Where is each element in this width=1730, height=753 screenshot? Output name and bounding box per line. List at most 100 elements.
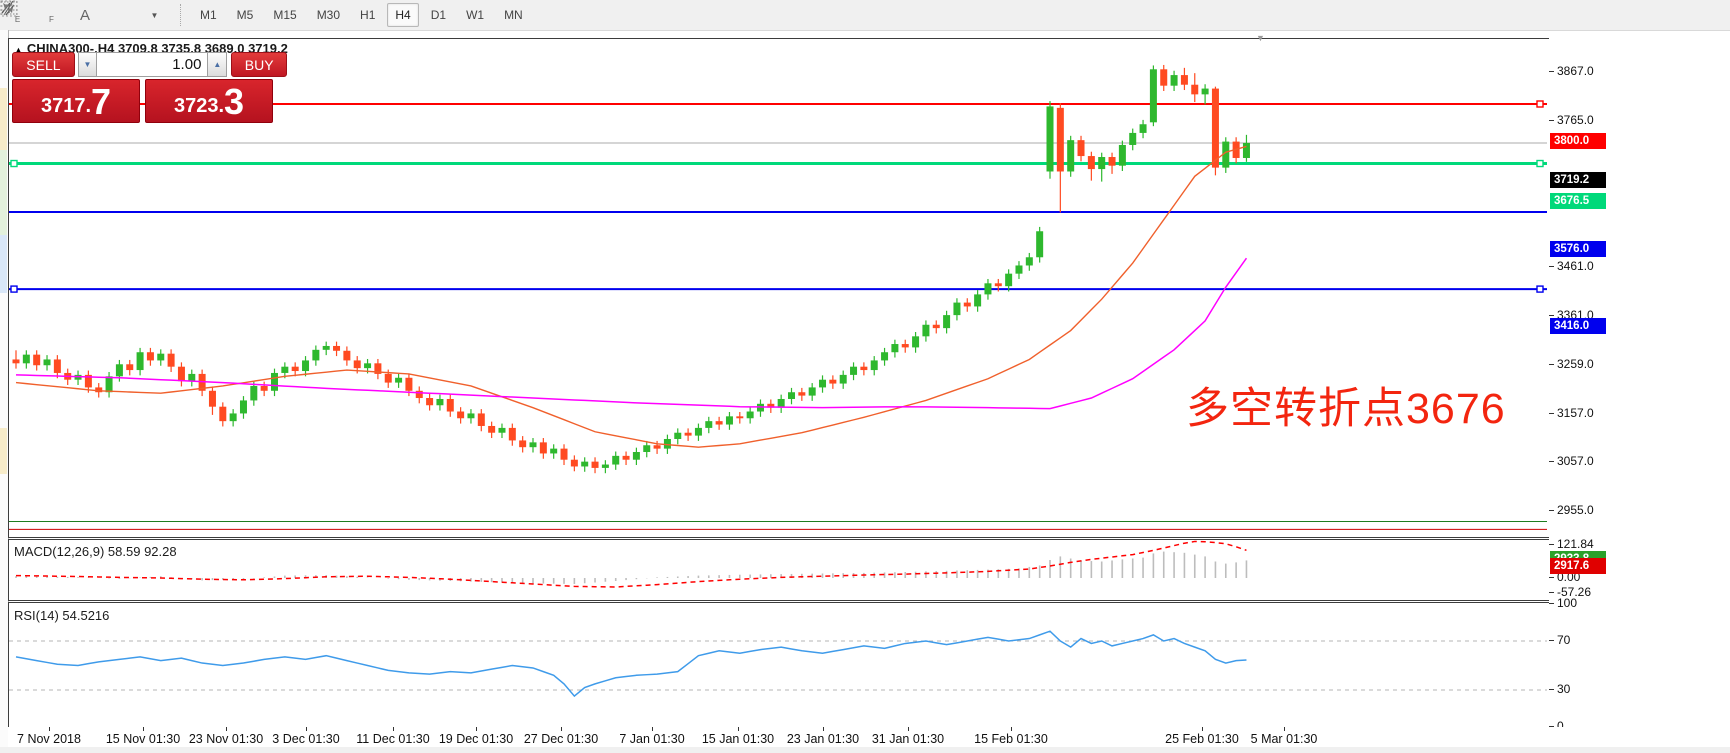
candle-body: [788, 392, 795, 399]
candlestick-chart[interactable]: [9, 39, 1547, 535]
candle-body: [663, 438, 671, 449]
candle-body: [963, 302, 971, 307]
rsi-chart[interactable]: [9, 603, 1547, 726]
axis-tick: [1549, 461, 1554, 463]
candle-body: [12, 359, 20, 364]
time-tick: [738, 727, 739, 731]
volume-increase-button[interactable]: ▲: [207, 52, 228, 77]
timeframe-button-m5[interactable]: M5: [236, 8, 254, 22]
volume-input[interactable]: [97, 52, 208, 77]
candle-body: [167, 353, 175, 367]
timeframe-button-w1[interactable]: W1: [466, 8, 485, 22]
rsi-panel[interactable]: [8, 602, 1550, 729]
spinner-down-icon: ▼: [83, 60, 92, 69]
candle-body: [901, 344, 909, 348]
axis-tick: [1549, 363, 1554, 365]
time-label: 31 Jan 01:30: [871, 732, 945, 746]
timeframe-button-h4[interactable]: H4: [387, 3, 419, 27]
candle-body: [115, 364, 123, 377]
timeframe-button-h1[interactable]: H1: [360, 8, 376, 22]
price-tag-3719.2: 3719.2: [1550, 171, 1606, 188]
axis-tick: [1549, 119, 1554, 121]
candle-body: [570, 459, 578, 467]
candle-body: [353, 360, 361, 369]
candle-body: [612, 455, 620, 465]
time-tick: [1284, 727, 1285, 731]
ma-fast-line: [15, 145, 1247, 448]
axis-tick: [1549, 412, 1554, 414]
line-anchor-icon[interactable]: [1536, 159, 1544, 168]
candle-body: [84, 374, 92, 388]
candle-body: [1149, 69, 1157, 123]
candle-body: [601, 464, 609, 468]
line-anchor-icon[interactable]: [1536, 100, 1544, 108]
rsi-line: [15, 630, 1247, 698]
timeframe-button-d1[interactable]: D1: [430, 8, 447, 22]
fibonacci-icon[interactable]: F: [1, 1, 54, 24]
candle-body: [912, 336, 920, 348]
candle-body: [994, 283, 1002, 287]
chart-annotation-text: 多空转折点3676: [1186, 385, 1506, 433]
candle-body: [1015, 265, 1023, 274]
price-scale[interactable]: 3867.0 3765.0 3461.0 3361.0 3259.0 3157.0 3057…: [1549, 38, 1730, 745]
axis-tick: [1549, 603, 1554, 605]
candle-body: [1139, 124, 1147, 133]
ask-price-display[interactable]: 3723. 3: [145, 79, 273, 123]
timeframe-button-m1[interactable]: M1: [200, 8, 217, 22]
rsi-label: RSI(14) 54.5216: [14, 608, 110, 623]
time-label: 25 Feb 01:30: [1165, 732, 1239, 746]
spinner-up-icon: ▲: [213, 60, 222, 69]
candle-body: [746, 411, 754, 419]
candle-body: [229, 413, 237, 422]
candle-body: [312, 349, 320, 361]
price-tick-label: 3057.0: [1557, 454, 1594, 469]
candle-body: [22, 354, 30, 364]
candle-body: [208, 390, 216, 407]
timeframe-button-m15[interactable]: M15: [273, 8, 297, 22]
candle-body: [250, 385, 258, 401]
candle-body: [260, 385, 268, 391]
bid-price-display[interactable]: 3717. 7: [12, 79, 140, 123]
timeframe-button-m30[interactable]: M30: [316, 8, 341, 22]
macd-min-label: -57.26: [1557, 585, 1592, 599]
price-tick-label: 3765.0: [1557, 112, 1594, 127]
timeframe-button-mn[interactable]: MN: [504, 8, 523, 22]
price-tag-3800.0: 3800.0: [1550, 133, 1606, 149]
candle-body: [384, 373, 392, 383]
line-anchor-icon[interactable]: [1536, 285, 1544, 293]
candle-body: [870, 360, 878, 371]
candle-body: [891, 344, 899, 353]
axis-tick: [1549, 577, 1554, 578]
candle-body: [508, 427, 516, 441]
macd-signal-line: [15, 540, 1247, 588]
main-chart-panel[interactable]: [8, 38, 1550, 538]
macd-panel[interactable]: [8, 539, 1550, 601]
candle-body: [395, 377, 403, 383]
macd-chart[interactable]: [9, 540, 1547, 598]
candle-body: [415, 390, 423, 399]
time-scale[interactable]: 7 Nov 2018 15 Nov 01:30 23 Nov 01:30 3 Dec …: [8, 727, 1730, 747]
candle-body: [1170, 75, 1178, 86]
candle-body: [1129, 132, 1137, 145]
candle-body: [271, 372, 278, 391]
ask-fraction: 3: [224, 81, 245, 122]
text-label-icon[interactable]: A: [79, 6, 90, 24]
candle-body: [829, 379, 837, 384]
sell-button[interactable]: SELL: [12, 52, 75, 77]
candle-body: [1098, 157, 1106, 170]
candle-body: [364, 363, 372, 369]
text-tool-icon[interactable]: T: [0, 0, 133, 28]
candle-body: [1087, 156, 1095, 170]
bid-integer: 3717.: [40, 95, 92, 117]
time-label: 7 Nov 2018: [17, 732, 81, 746]
arrows-icon[interactable]: ▼: [3, 2, 167, 28]
candle-body: [405, 377, 413, 391]
time-label: 7 Jan 01:30: [619, 732, 685, 746]
candle-body: [684, 432, 692, 436]
candle-body: [1025, 257, 1033, 266]
line-anchor-icon[interactable]: [10, 285, 18, 293]
buy-button[interactable]: BUY: [231, 52, 287, 77]
line-anchor-icon[interactable]: [10, 159, 18, 168]
volume-decrease-button[interactable]: ▼: [77, 52, 98, 77]
candle-body: [219, 406, 227, 422]
